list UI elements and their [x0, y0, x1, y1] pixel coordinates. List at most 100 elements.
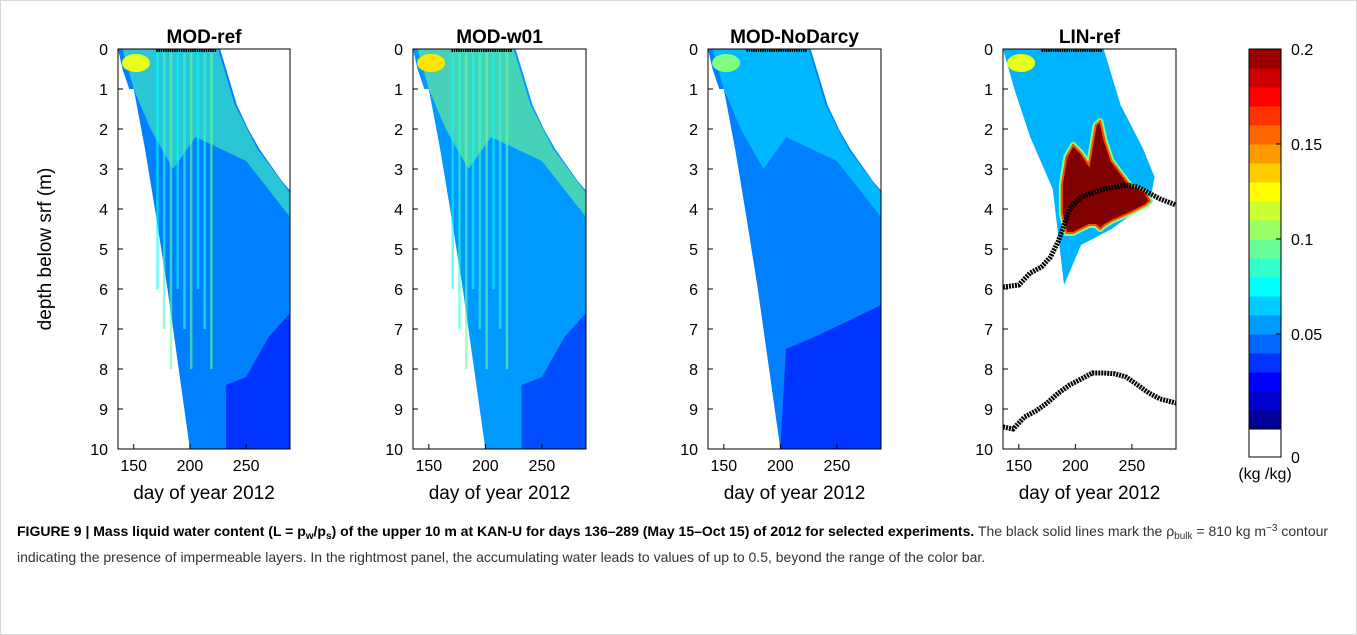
y-tick-label: 9 — [394, 402, 403, 419]
surface-marker — [487, 49, 490, 52]
panel-plot-area — [413, 49, 586, 449]
caption-lead: FIGURE 9 | Mass liquid water content (L … — [17, 523, 306, 539]
surface-marker — [507, 49, 510, 52]
surface-marker — [780, 49, 782, 52]
colorbar-swatch — [1249, 144, 1281, 164]
surface-marker — [485, 49, 487, 52]
y-tick-label: 7 — [689, 322, 698, 339]
surface-marker — [1043, 49, 1046, 52]
colorbar-zero-swatch — [1248, 428, 1282, 458]
surface-marker — [180, 49, 183, 52]
surface-marker — [787, 49, 789, 52]
y-tick-label: 10 — [680, 442, 698, 459]
surface-marker — [1052, 49, 1055, 52]
surface-marker — [476, 49, 478, 52]
y-tick-label: 5 — [689, 242, 698, 259]
surface-marker — [503, 49, 505, 52]
surface-marker — [1068, 49, 1071, 52]
percolation-streak — [169, 53, 173, 369]
x-tick-label: 200 — [472, 458, 499, 475]
surface-marker — [1070, 49, 1073, 52]
surface-marker — [1073, 49, 1075, 52]
surface-marker — [1088, 49, 1091, 52]
caption-lead-tail: ) of the upper 10 m at KAN-U for days 13… — [331, 523, 975, 539]
caption-body-sub: bulk — [1174, 531, 1193, 542]
y-tick-label: 5 — [99, 242, 108, 259]
caption-body-1: The black solid lines mark the ρ — [974, 523, 1175, 539]
surface-marker — [187, 49, 190, 52]
surface-marker — [800, 49, 803, 52]
surface-marker — [1066, 49, 1068, 52]
surface-marker — [174, 49, 176, 52]
deep-late-zone — [225, 313, 290, 449]
percolation-streak — [492, 53, 495, 289]
y-tick-label: 7 — [394, 322, 403, 339]
panel-plot-area — [708, 49, 881, 449]
surface-marker — [453, 49, 456, 52]
surface-marker — [498, 49, 501, 52]
colorbar-swatch — [1249, 125, 1281, 145]
surface-marker — [791, 49, 794, 52]
x-tick-label: 200 — [1062, 458, 1089, 475]
surface-marker — [1061, 49, 1064, 52]
y-tick-label: 10 — [385, 442, 403, 459]
y-axis-label: depth below srf (m) — [35, 168, 56, 331]
surface-marker — [510, 49, 512, 52]
surface-marker — [483, 49, 485, 52]
surface-marker — [1064, 49, 1066, 52]
caption-body-2: = 810 kg m — [1192, 523, 1267, 539]
surface-marker — [798, 49, 800, 52]
surface-marker — [192, 49, 194, 52]
y-tick-label: 8 — [99, 362, 108, 379]
near-surface-hotspot — [417, 54, 446, 72]
surface-marker — [489, 49, 492, 52]
surface-marker — [496, 49, 499, 52]
surface-marker — [469, 49, 472, 52]
surface-marker — [1082, 49, 1084, 52]
surface-marker — [766, 49, 769, 52]
x-tick-label: 150 — [1005, 458, 1032, 475]
y-tick-label: 7 — [984, 322, 993, 339]
surface-marker — [750, 49, 753, 52]
surface-marker — [203, 49, 205, 52]
surface-marker — [185, 49, 187, 52]
colorbar-swatch — [1249, 106, 1281, 126]
surface-marker — [492, 49, 494, 52]
y-tick-label: 9 — [99, 402, 108, 419]
surface-marker — [784, 49, 787, 52]
y-tick-label: 9 — [689, 402, 698, 419]
surface-marker — [480, 49, 483, 52]
surface-marker — [746, 49, 748, 52]
y-tick-label: 6 — [689, 282, 698, 299]
caption-lead-sub2: s — [326, 531, 332, 542]
surface-marker — [1095, 49, 1098, 52]
x-tick-label: 150 — [120, 458, 147, 475]
colorbar-tick-label: 0.05 — [1291, 327, 1322, 344]
colorbar: 0.2 0.15 0.1 0.05 0(kg /kg) — [1238, 42, 1322, 483]
y-tick-label: 2 — [984, 122, 993, 139]
surface-marker — [167, 49, 169, 52]
surface-marker — [769, 49, 771, 52]
surface-marker — [1084, 49, 1086, 52]
colorbar-tick-label: 0.15 — [1291, 137, 1322, 154]
surface-marker — [1097, 49, 1100, 52]
surface-marker — [805, 49, 807, 52]
surface-marker — [757, 49, 760, 52]
surface-marker — [775, 49, 778, 52]
surface-marker — [1077, 49, 1080, 52]
colorbar-swatch — [1249, 239, 1281, 259]
y-tick-label: 4 — [99, 202, 108, 219]
surface-marker — [460, 49, 462, 52]
surface-marker — [474, 49, 476, 52]
percolation-streak — [156, 53, 159, 289]
y-tick-label: 0 — [99, 42, 108, 59]
surface-marker — [1048, 49, 1050, 52]
near-surface-hotspot — [1007, 54, 1036, 72]
y-tick-label: 5 — [984, 242, 993, 259]
surface-marker — [196, 49, 199, 52]
figure-caption: FIGURE 9 | Mass liquid water content (L … — [17, 518, 1341, 568]
deep-late-zone — [521, 313, 586, 449]
panel-2: MOD-w01 0 1 2 3 4 5 6 7 8 9 10 150 200 250 day of year … — [385, 27, 587, 504]
surface-marker — [478, 49, 481, 52]
